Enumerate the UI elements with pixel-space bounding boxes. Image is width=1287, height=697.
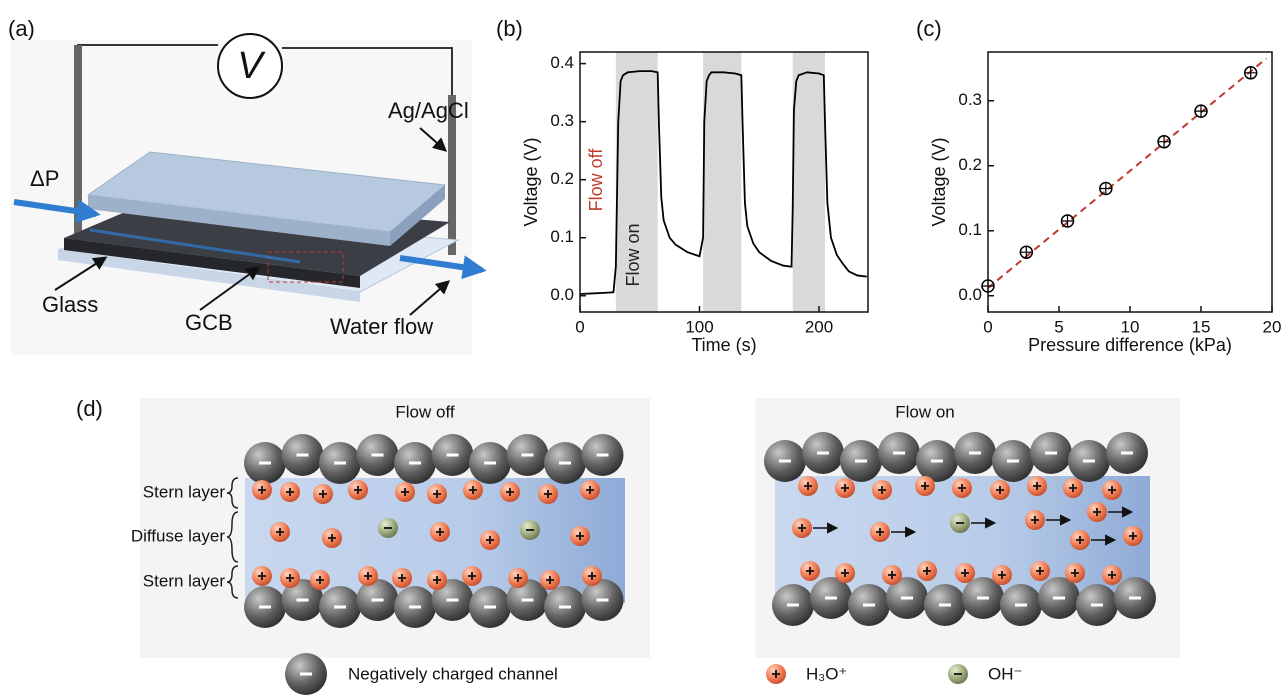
x-tick-label: 5 [1054, 317, 1063, 336]
minus-sign [597, 454, 609, 457]
chart: 0 5 10 15 20 0.0 0.1 0.2 0.3 Pressure difference … [929, 52, 1282, 355]
voltmeter-label: V [237, 45, 266, 87]
data-point [1062, 215, 1074, 227]
chart: 0 100 200 0.0 0.1 0.2 0.3 0.4 Time (s) Voltage (V… [521, 52, 868, 355]
gcb-label: GCB [185, 310, 233, 335]
layer-label: Stern layer [143, 571, 226, 590]
minus-sign [559, 462, 571, 465]
y-tick-label: 0.3 [958, 90, 982, 109]
panel-title: Flow off [395, 402, 454, 421]
x-tick-label: 0 [983, 317, 992, 336]
minus-sign [409, 462, 421, 465]
minus-sign [863, 604, 875, 607]
minus-sign [297, 454, 309, 457]
minus-sign [334, 606, 346, 609]
legend-label: OH⁻ [988, 664, 1022, 683]
fit-line [988, 59, 1266, 288]
data-point [1195, 105, 1207, 117]
glass-label: Glass [42, 292, 98, 317]
minus-sign [825, 597, 837, 600]
minus-sign [969, 452, 981, 455]
minus-sign [259, 462, 271, 465]
x-axis-label: Pressure difference (kPa) [1028, 335, 1232, 355]
y-tick-label: 0.0 [550, 285, 574, 304]
minus-sign [484, 606, 496, 609]
y-tick-label: 0.4 [550, 53, 574, 72]
x-tick-label: 100 [685, 317, 713, 336]
minus-sign [447, 599, 459, 602]
y-tick-label: 0.2 [958, 155, 982, 174]
minus-sign [901, 597, 913, 600]
minus-sign [522, 454, 534, 457]
minus-sign [1007, 460, 1019, 463]
x-axis-label: Time (s) [691, 335, 756, 355]
panel-label: (b) [496, 16, 523, 41]
minus-sign [372, 454, 384, 457]
minus-sign [779, 460, 791, 463]
minus-sign [259, 606, 271, 609]
minus-sign [300, 673, 312, 676]
minus-sign [334, 462, 346, 465]
x-tick-label: 200 [805, 317, 833, 336]
y-axis-label: Voltage (V) [521, 137, 541, 226]
plot-frame [988, 52, 1272, 312]
y-tick-label: 0.0 [958, 285, 982, 304]
water-flow-label: Water flow [330, 314, 433, 339]
x-tick-label: 20 [1263, 317, 1282, 336]
x-tick-label: 15 [1192, 317, 1211, 336]
electrode-label: Ag/AgCl [388, 98, 469, 123]
panel-label: (d) [76, 396, 103, 421]
pressure-label: ΔP [30, 166, 59, 191]
x-tick-label: 10 [1121, 317, 1140, 336]
minus-sign [522, 599, 534, 602]
minus-sign [939, 604, 951, 607]
minus-sign [817, 452, 829, 455]
y-tick-label: 0.2 [550, 169, 574, 188]
panel-label: (a) [8, 16, 35, 41]
shaded-region [793, 52, 825, 312]
legend-label: Negatively charged channel [348, 664, 558, 683]
minus-sign [1053, 597, 1065, 600]
data-point [1158, 136, 1170, 148]
panel-title: Flow on [895, 402, 955, 421]
minus-sign [1083, 460, 1095, 463]
legend-label: H₃O⁺ [806, 664, 847, 683]
minus-sign [1091, 604, 1103, 607]
panel-label: (c) [916, 16, 942, 41]
minus-sign [447, 454, 459, 457]
x-tick-label: 0 [575, 317, 584, 336]
y-axis-label: Voltage (V) [929, 137, 949, 226]
y-tick-label: 0.1 [550, 227, 574, 246]
minus-sign [597, 599, 609, 602]
figure: (a) (b) (c) (d) V Ag/AgCl ΔP Glass GCB W… [0, 0, 1287, 697]
minus-sign [893, 452, 905, 455]
minus-sign [1015, 604, 1027, 607]
y-tick-label: 0.1 [958, 220, 982, 239]
minus-sign [931, 460, 943, 463]
minus-sign [977, 597, 989, 600]
minus-sign [1045, 452, 1057, 455]
data-point [1100, 183, 1112, 195]
layer-label: Diffuse layer [131, 526, 226, 545]
data-point [1020, 246, 1032, 258]
annotation: Flow off [586, 148, 606, 212]
minus-sign [1121, 452, 1133, 455]
minus-sign [787, 604, 799, 607]
minus-sign [1129, 597, 1141, 600]
minus-sign [559, 606, 571, 609]
minus-sign [855, 460, 867, 463]
data-point [1245, 67, 1257, 79]
shaded-region [703, 52, 741, 312]
minus-sign [484, 462, 496, 465]
minus-sign [297, 599, 309, 602]
minus-sign [372, 599, 384, 602]
minus-sign [409, 606, 421, 609]
y-tick-label: 0.3 [550, 111, 574, 130]
layer-label: Stern layer [143, 482, 226, 501]
annotation: Flow on [623, 223, 643, 286]
